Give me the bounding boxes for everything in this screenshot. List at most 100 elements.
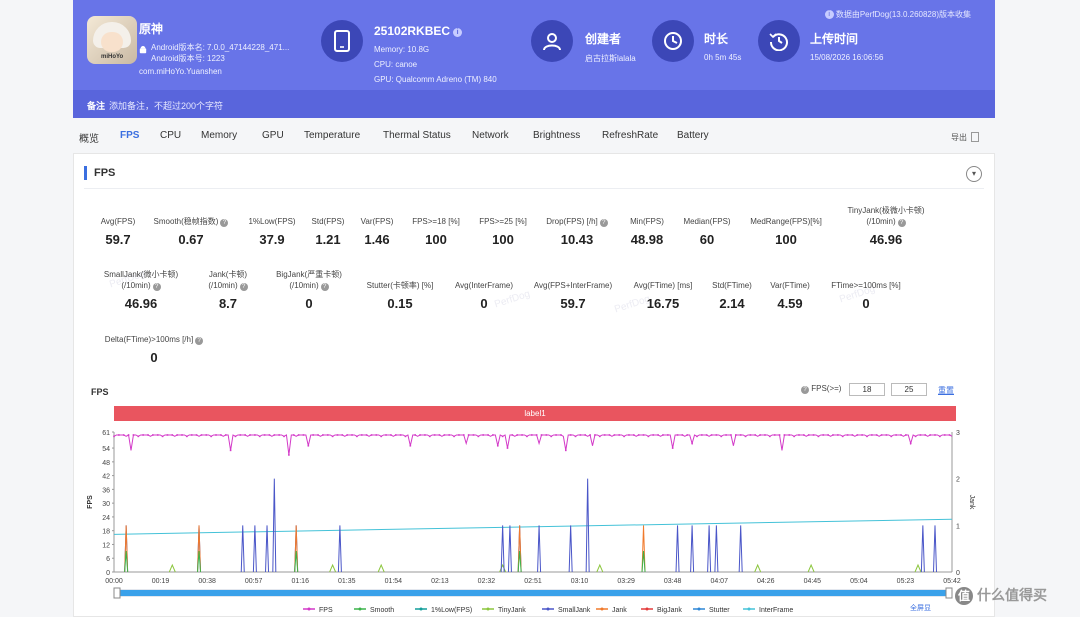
fps-point bbox=[832, 434, 834, 436]
help-icon[interactable]: ? bbox=[320, 283, 329, 291]
fps-point bbox=[156, 434, 159, 436]
export-button[interactable]: 导出 bbox=[951, 132, 979, 143]
metric-label-unit: (/10min) bbox=[208, 281, 238, 290]
tinyjank-spike bbox=[754, 563, 762, 573]
fps-point bbox=[336, 434, 339, 436]
fullscreen-button[interactable]: 全屏显 bbox=[910, 605, 931, 612]
legend-label: TinyJank bbox=[498, 607, 526, 614]
y-tick-label: 30 bbox=[102, 501, 110, 508]
metric-label: Var(FPS) bbox=[360, 217, 394, 226]
fps-point bbox=[394, 434, 397, 436]
fps-point bbox=[749, 434, 752, 436]
tab-fps[interactable]: FPS bbox=[120, 130, 140, 141]
help-icon[interactable]: ? bbox=[239, 283, 248, 291]
help-icon[interactable]: ? bbox=[897, 219, 906, 227]
tab-cpu[interactable]: CPU bbox=[160, 130, 182, 141]
metric-label: Avg(InterFrame) bbox=[454, 281, 514, 290]
site-logo: 值什么值得买 bbox=[955, 585, 1047, 605]
reset-button[interactable]: 重置 bbox=[938, 386, 954, 395]
tab-refreshrate[interactable]: RefreshRate bbox=[602, 130, 659, 141]
note-bar[interactable]: 备注 添加备注，不超过200个字符 bbox=[73, 90, 995, 118]
collapse-toggle-icon[interactable]: ▾ bbox=[966, 166, 982, 182]
metric-label: SmallJank(微小卡顿) bbox=[103, 270, 179, 279]
legend-label: BigJank bbox=[657, 607, 682, 614]
metric-label: FTime>=100ms [%] bbox=[831, 281, 901, 290]
android-version-code: Android版本号: 1223 bbox=[151, 54, 225, 63]
user-icon bbox=[531, 20, 573, 62]
smalljank-spike bbox=[585, 478, 590, 573]
smalljank-spike bbox=[252, 525, 257, 573]
fps-point bbox=[652, 434, 655, 436]
fps-point bbox=[472, 434, 475, 436]
fps-point bbox=[142, 434, 144, 436]
help-icon[interactable]: ? bbox=[599, 219, 608, 227]
tab-network[interactable]: Network bbox=[472, 130, 509, 141]
tab-temperature[interactable]: Temperature bbox=[304, 130, 361, 141]
tinyjank-spike bbox=[499, 563, 507, 573]
legend-swatch-dot bbox=[546, 607, 550, 611]
fps-point bbox=[161, 435, 164, 438]
metric-value: 1.21 bbox=[315, 232, 341, 247]
device-info-icon[interactable]: i bbox=[453, 28, 463, 37]
fps-point bbox=[147, 434, 149, 436]
metric-drop-fps: Drop(FPS) [/h]? 10.43 bbox=[541, 216, 613, 247]
fps-point bbox=[220, 434, 222, 436]
fps-point bbox=[773, 434, 776, 436]
fps-point bbox=[735, 434, 737, 436]
fps-point bbox=[574, 435, 577, 438]
metric-var-ftime: Var(FTime) 4.59 bbox=[763, 280, 817, 311]
fps-point bbox=[691, 442, 693, 445]
fps-point bbox=[224, 434, 227, 436]
tab-overview[interactable]: 概览 bbox=[79, 134, 99, 145]
fps-point bbox=[526, 435, 528, 438]
fps-point bbox=[909, 442, 912, 445]
fps-point bbox=[603, 434, 606, 436]
metric-label: MedRange(FPS)[%] bbox=[750, 217, 822, 226]
tab-gpu[interactable]: GPU bbox=[262, 130, 284, 141]
fps-point bbox=[506, 447, 509, 449]
fps-point bbox=[424, 434, 426, 436]
metric-label: 1%Low(FPS) bbox=[248, 217, 296, 226]
app-icon-label: miHoYo bbox=[101, 54, 124, 60]
fps-point bbox=[419, 434, 421, 436]
range-handle-left bbox=[113, 587, 121, 599]
tinyjank-spike bbox=[596, 563, 604, 573]
fps-point bbox=[939, 435, 941, 438]
tab-thermal-status[interactable]: Thermal Status bbox=[383, 130, 451, 141]
y-tick-label: 12 bbox=[102, 542, 110, 549]
smooth-spike bbox=[124, 550, 129, 573]
label-bar[interactable]: label1 bbox=[114, 406, 956, 421]
fps-point bbox=[234, 435, 237, 438]
legend-swatch-dot bbox=[645, 607, 649, 611]
x-tick-label: 03:48 bbox=[664, 578, 682, 585]
x-tick-label: 00:38 bbox=[198, 578, 216, 585]
fps-threshold-input-1[interactable]: 18 bbox=[849, 383, 885, 396]
tab-battery[interactable]: Battery bbox=[677, 130, 709, 141]
y2-tick-label: 0 bbox=[956, 570, 960, 577]
android-icon bbox=[139, 46, 147, 54]
x-tick-label: 05:42 bbox=[943, 578, 961, 585]
tab-memory[interactable]: Memory bbox=[201, 130, 238, 141]
help-icon[interactable]: ? bbox=[220, 219, 229, 227]
x-tick-label: 04:07 bbox=[710, 578, 728, 585]
fps-point bbox=[190, 434, 193, 436]
help-icon[interactable]: ? bbox=[195, 337, 204, 345]
legend-swatch-dot bbox=[600, 607, 604, 611]
tab-brightness[interactable]: Brightness bbox=[533, 130, 581, 141]
fps-point bbox=[890, 435, 893, 438]
x-tick-label: 02:51 bbox=[524, 578, 542, 585]
fps-point bbox=[176, 434, 178, 436]
help-icon[interactable]: ? bbox=[152, 283, 161, 291]
fps-point bbox=[215, 434, 217, 436]
help-icon[interactable]: ? bbox=[801, 386, 809, 394]
note-placeholder[interactable]: 添加备注，不超过200个字符 bbox=[109, 101, 224, 111]
fps-threshold-input-2[interactable]: 25 bbox=[891, 383, 927, 396]
fps-point bbox=[288, 454, 290, 456]
clock-icon bbox=[652, 20, 694, 62]
fps-point bbox=[739, 434, 742, 436]
fps-point bbox=[297, 434, 300, 436]
app-icon-face bbox=[101, 32, 123, 52]
legend-label: FPS bbox=[319, 607, 333, 614]
metric-label: BigJank(严重卡顿) bbox=[276, 270, 342, 279]
